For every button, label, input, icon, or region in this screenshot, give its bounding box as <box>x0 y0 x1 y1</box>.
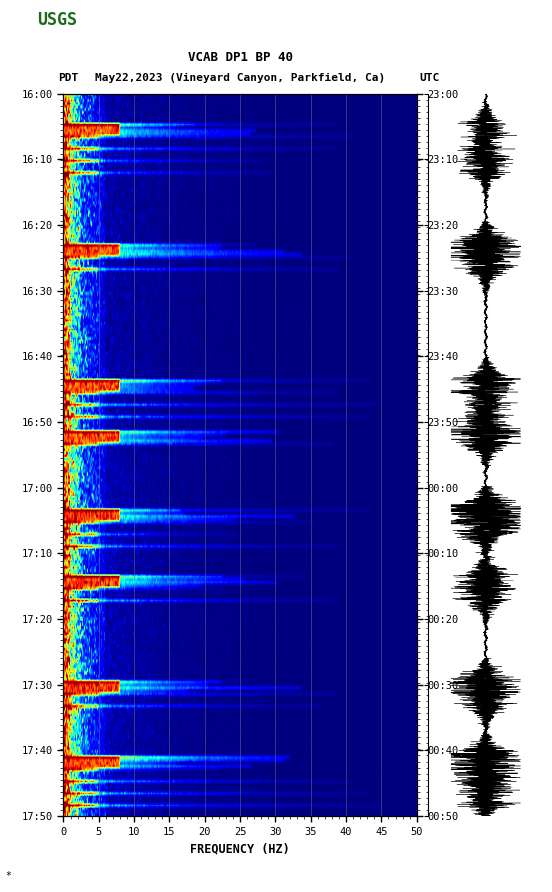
X-axis label: FREQUENCY (HZ): FREQUENCY (HZ) <box>190 842 290 855</box>
Text: VCAB DP1 BP 40: VCAB DP1 BP 40 <box>188 52 293 64</box>
Text: USGS: USGS <box>9 15 30 24</box>
Text: PDT: PDT <box>58 72 78 83</box>
Text: USGS: USGS <box>38 11 77 29</box>
Text: May22,2023 (Vineyard Canyon, Parkfield, Ca): May22,2023 (Vineyard Canyon, Parkfield, … <box>95 72 385 83</box>
Text: *: * <box>6 871 12 881</box>
Text: UTC: UTC <box>420 72 440 83</box>
